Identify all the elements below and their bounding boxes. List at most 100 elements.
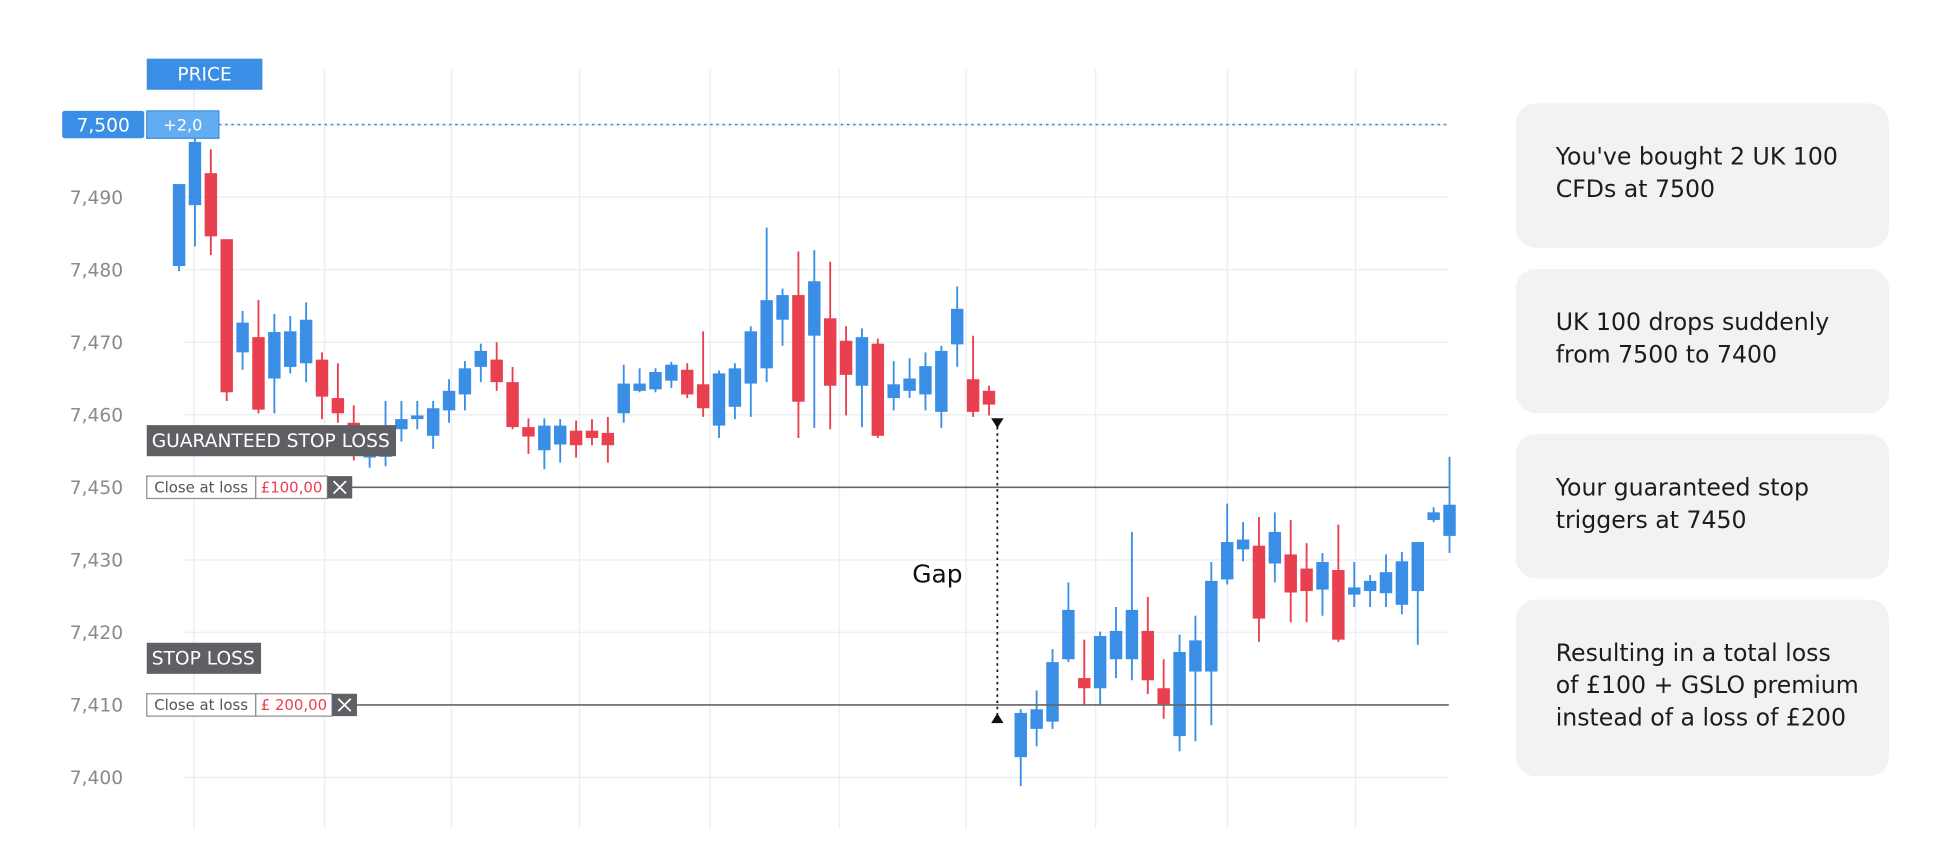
position-badge: +2,0 [163, 115, 202, 134]
entry-tick-box [62, 110, 145, 139]
candle-body [569, 430, 583, 446]
candle-body [474, 350, 488, 367]
candle-body [808, 281, 821, 336]
candle-body [458, 368, 472, 395]
price-tag-box [146, 58, 263, 90]
candle-body [284, 331, 297, 367]
candles [172, 131, 1456, 787]
candle-body [1205, 580, 1218, 672]
info-card-text: You've bought 2 UK 100 [1555, 143, 1838, 171]
candle-body [1332, 570, 1345, 640]
candle-body [1189, 640, 1202, 672]
info-card-text: CFDs at 7500 [1556, 175, 1715, 203]
candle-body [1395, 561, 1409, 605]
info-card [1515, 434, 1890, 579]
candle-body [649, 371, 662, 390]
overlays: +2,0 PRICE GUARANTEED STOP LOSS Close at lo… [146, 58, 1449, 724]
amount: £100,00 [261, 479, 323, 497]
y-tick-label: 7,460 [70, 406, 123, 427]
candle-body [951, 308, 964, 345]
candle-body [299, 319, 313, 364]
gap-arrow-top [991, 418, 1004, 429]
y-tick-label: 7,420 [70, 623, 123, 644]
candle-body [1220, 542, 1234, 580]
price-tag: PRICE [177, 64, 231, 85]
remove-icon [332, 480, 347, 495]
candle-body [395, 419, 408, 430]
candle-body [1379, 572, 1393, 594]
candle-body [1316, 562, 1329, 590]
close-label: Close at loss [154, 479, 248, 497]
candle-body [538, 425, 551, 451]
candle-body [792, 295, 805, 402]
y-tick-label: 7,450 [70, 478, 123, 499]
candle-body [1125, 609, 1139, 660]
candle-body [1141, 630, 1155, 681]
candle-body [696, 384, 710, 409]
candle-body [712, 373, 726, 426]
close-label: Close at loss [154, 696, 248, 714]
candle-body [1411, 542, 1424, 592]
candle-body [315, 359, 329, 397]
info-card-text: UK 100 drops suddenly [1556, 308, 1830, 336]
remove-icon [337, 698, 352, 712]
candle-body [553, 425, 567, 445]
candle-body [1173, 651, 1186, 737]
stop-tag-box [146, 642, 262, 674]
position-badge-box [146, 110, 220, 139]
candle-body [188, 142, 202, 206]
info-card [1515, 103, 1890, 248]
candle-body [1268, 531, 1282, 564]
candle-body [426, 408, 440, 436]
candle-body [633, 383, 646, 391]
candle-body [1046, 662, 1059, 722]
candle-body [1078, 678, 1091, 689]
candle-body [823, 318, 837, 386]
candle-body [204, 173, 218, 237]
candle-body [966, 379, 980, 412]
stop-tag: STOP LOSS [152, 648, 255, 669]
candle-body [776, 295, 789, 320]
candle-body [1236, 539, 1250, 550]
candle-body [1093, 636, 1107, 689]
candle-body [665, 364, 678, 381]
y-tick-label: 7,500 [77, 115, 130, 136]
candle-body [1252, 545, 1266, 619]
info-card [1515, 599, 1890, 777]
candle-body [1300, 568, 1313, 592]
candle-body [1157, 688, 1170, 705]
candle-body [1284, 554, 1297, 593]
y-tick-label: 7,490 [70, 188, 123, 209]
info-card-text: Your guaranteed stop [1555, 473, 1809, 501]
gap-arrow-bottom [991, 713, 1004, 724]
candle-body [490, 359, 503, 383]
candle-body [585, 430, 599, 438]
candle-body [681, 369, 694, 395]
candle-body [172, 184, 186, 267]
candle-body [855, 337, 869, 386]
candle-body [935, 350, 948, 412]
info-card-text: from 7500 to 7400 [1556, 340, 1777, 368]
gap-label: Gap [912, 560, 962, 589]
candle-body [1109, 630, 1123, 660]
candle-body [1443, 504, 1456, 536]
y-tick-label: 7,470 [70, 333, 123, 354]
info-cards: You've bought 2 UK 100 CFDs at 7500 UK 100… [1515, 103, 1890, 777]
candle-body [522, 427, 535, 437]
stop-tag: GUARANTEED STOP LOSS [152, 431, 390, 452]
candle-body [1348, 587, 1361, 595]
y-tick-label: 7,410 [70, 696, 123, 717]
info-card-text: Resulting in a total loss [1556, 639, 1831, 667]
candle-body [919, 366, 932, 395]
info-card-text: instead of a loss of £200 [1556, 704, 1846, 732]
candle-body [887, 384, 900, 399]
candle-body [442, 390, 456, 411]
candle-body [617, 383, 630, 414]
candle-body [1030, 709, 1043, 729]
candle-body [331, 398, 345, 414]
candle-body [506, 382, 519, 428]
info-card [1515, 268, 1890, 414]
candle-body [268, 332, 281, 379]
